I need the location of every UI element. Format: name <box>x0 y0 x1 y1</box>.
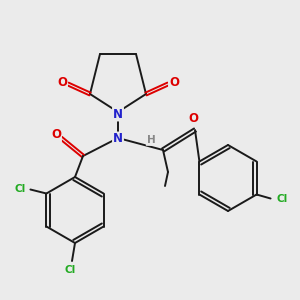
Text: N: N <box>113 133 123 146</box>
Text: Cl: Cl <box>64 265 76 275</box>
Text: O: O <box>51 128 61 142</box>
Text: H: H <box>147 135 155 145</box>
Text: Cl: Cl <box>277 194 288 205</box>
Text: O: O <box>169 76 179 88</box>
Text: Cl: Cl <box>15 184 26 194</box>
Text: O: O <box>188 112 198 124</box>
Text: O: O <box>57 76 67 88</box>
Text: N: N <box>113 107 123 121</box>
